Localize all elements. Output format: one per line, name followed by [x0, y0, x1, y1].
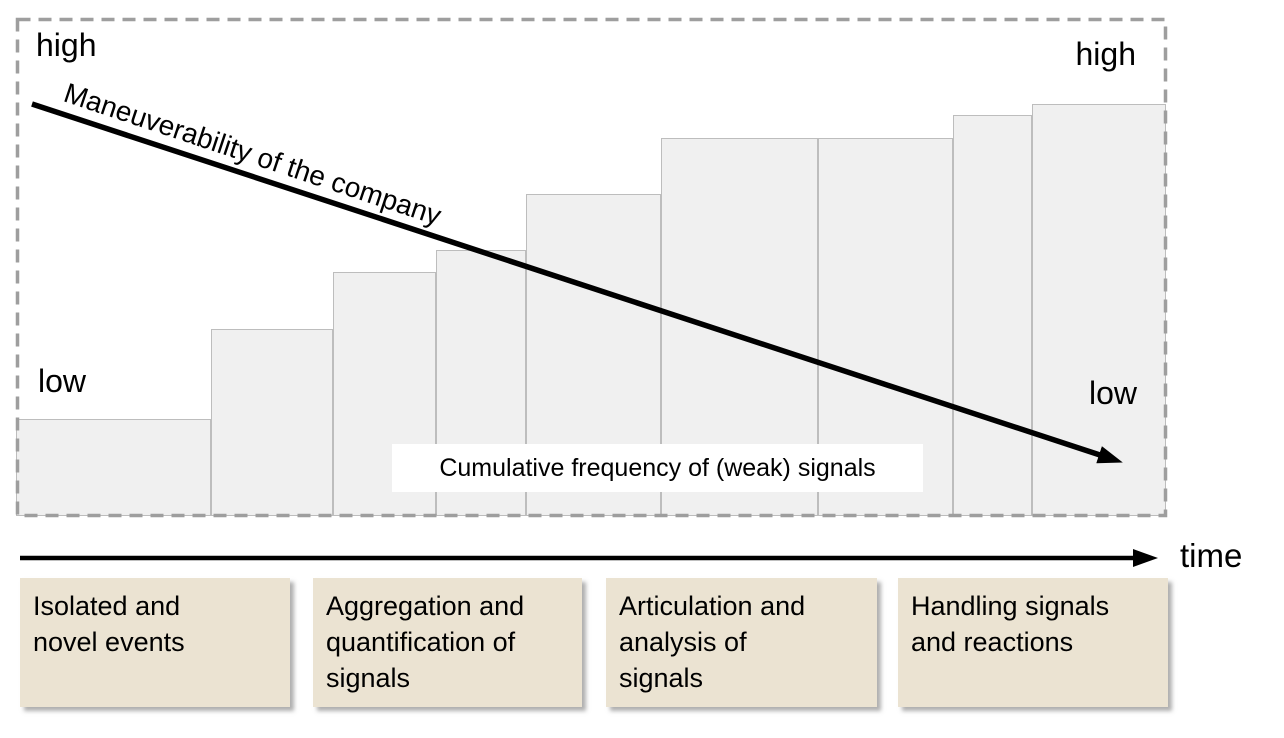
cumulative-signal-label: Cumulative frequency of (weak) signals [392, 444, 923, 492]
phase-line: signals [326, 663, 411, 693]
frequency-bar [211, 329, 333, 516]
phase-line: Articulation and [619, 591, 806, 621]
phase-line: signals [619, 663, 704, 693]
label-high-right: high [1075, 36, 1137, 72]
phase-line: Handling signals [911, 591, 1110, 621]
phase-line: analysis of [619, 627, 747, 657]
label-low-left: low [38, 363, 87, 399]
phase-line: Aggregation and [326, 591, 525, 621]
maneuverability-label: Maneuverability of the company [60, 77, 446, 232]
label-low-right: low [1088, 375, 1137, 411]
frequency-bar [1032, 104, 1166, 516]
phase-box-3: Articulation and analysis of signals [606, 578, 877, 707]
phase-line: quantification of [326, 627, 516, 657]
frequency-bar [16, 419, 211, 516]
phase-line: novel events [33, 627, 185, 657]
frequency-bar [953, 115, 1032, 516]
label-high-left: high [36, 27, 97, 63]
phase-box-4: Handling signals and reactions [898, 578, 1168, 707]
phase-box-1: Isolated and novel events [20, 578, 290, 707]
time-axis-label: time [1180, 537, 1243, 574]
phase-line: Isolated and [33, 591, 181, 621]
phase-box-2: Aggregation and quantification of signal… [313, 578, 582, 707]
phase-line: and reactions [911, 627, 1074, 657]
